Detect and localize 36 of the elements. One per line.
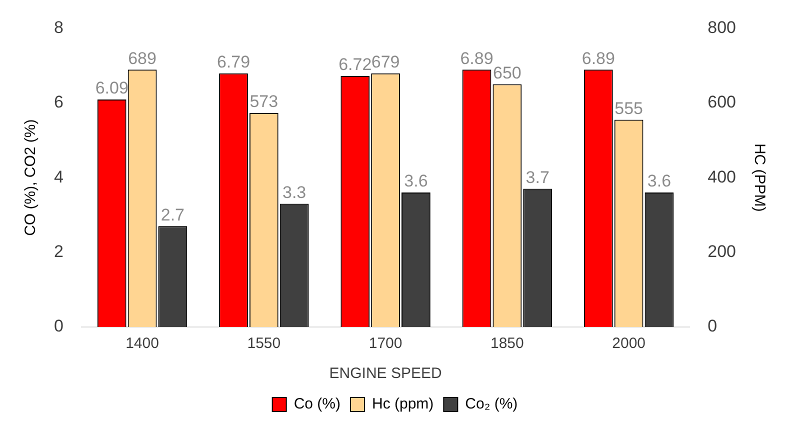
y2-tick-label: 600 [708, 92, 736, 112]
y2-axis-title: HC (PPM) [750, 143, 768, 212]
data-label: 6.89 [582, 48, 615, 68]
data-label: 650 [492, 63, 522, 82]
data-label: 3.6 [404, 172, 428, 191]
y-tick-label: 4 [54, 167, 64, 186]
legend-label: Hc (ppm) [372, 396, 434, 413]
y2-tick-label: 800 [708, 18, 736, 37]
data-label: 3.7 [526, 168, 550, 187]
data-label: 2.7 [160, 205, 184, 224]
data-label: 555 [614, 98, 644, 118]
x-axis-title: ENGINE SPEED [329, 365, 442, 382]
data-label: 6.79 [216, 52, 250, 72]
legend-label: Co (%) [294, 396, 341, 413]
data-label: 6.89 [460, 48, 494, 68]
x-tick-label: 1700 [368, 335, 402, 352]
data-label: 3.3 [282, 182, 306, 202]
x-tick-label: 1850 [490, 335, 524, 352]
y-tick-label: 0 [54, 316, 64, 336]
y-axis-title: CO (%), CO2 (%) [22, 119, 40, 236]
y-tick-label: 6 [54, 92, 64, 112]
legend-label: Co₂ (%) [465, 396, 518, 413]
x-tick-label: 1550 [247, 335, 281, 352]
y2-tick-label: 0 [708, 316, 718, 336]
data-label: 689 [128, 48, 156, 68]
y2-tick-label: 200 [708, 242, 736, 261]
x-tick-label: 2000 [612, 335, 646, 352]
data-label: 573 [250, 92, 278, 112]
y-tick-label: 2 [54, 242, 64, 261]
x-tick-label: 1400 [126, 335, 159, 352]
data-label: 3.6 [647, 172, 672, 191]
y2-tick-label: 400 [708, 167, 736, 186]
data-label: 6.09 [95, 78, 128, 98]
data-label: 6.72 [338, 55, 372, 74]
y-tick-label: 8 [54, 18, 64, 37]
data-label: 679 [371, 52, 400, 72]
